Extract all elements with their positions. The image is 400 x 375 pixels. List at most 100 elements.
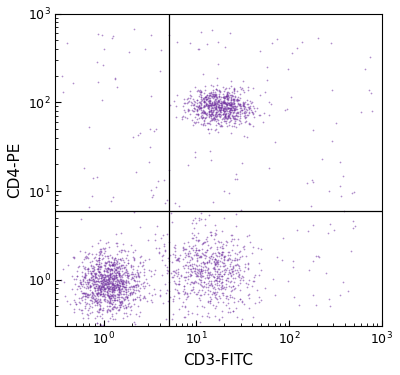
Point bbox=[105, 278, 112, 284]
Point bbox=[201, 90, 208, 96]
Point bbox=[90, 290, 97, 296]
Point bbox=[202, 289, 208, 295]
Point bbox=[231, 88, 238, 94]
Point bbox=[185, 292, 191, 298]
Point bbox=[156, 245, 163, 251]
Point bbox=[108, 292, 115, 298]
Point bbox=[97, 286, 103, 292]
Point bbox=[202, 111, 209, 117]
Point bbox=[201, 108, 208, 114]
Point bbox=[148, 93, 154, 99]
Point bbox=[216, 100, 223, 106]
Point bbox=[185, 276, 191, 282]
Point bbox=[108, 255, 115, 261]
Point bbox=[228, 100, 235, 106]
Point bbox=[102, 274, 108, 280]
Point bbox=[198, 279, 204, 285]
Point bbox=[207, 112, 213, 118]
Point bbox=[222, 112, 229, 118]
Point bbox=[176, 306, 183, 312]
Point bbox=[235, 262, 241, 268]
Point bbox=[95, 240, 102, 246]
Point bbox=[185, 273, 191, 279]
Point bbox=[115, 307, 121, 313]
Point bbox=[188, 287, 194, 293]
Point bbox=[229, 236, 235, 242]
Point bbox=[86, 259, 93, 265]
Point bbox=[212, 105, 219, 111]
Point bbox=[119, 277, 126, 283]
Point bbox=[232, 115, 238, 121]
Point bbox=[67, 301, 73, 307]
Point bbox=[114, 264, 120, 270]
Point bbox=[105, 280, 111, 286]
Point bbox=[183, 252, 189, 258]
Point bbox=[114, 286, 121, 292]
Point bbox=[110, 287, 116, 293]
Point bbox=[111, 266, 117, 272]
Point bbox=[258, 267, 264, 273]
Point bbox=[218, 251, 225, 257]
Point bbox=[90, 267, 96, 273]
Point bbox=[198, 263, 204, 269]
Point bbox=[97, 321, 104, 327]
Point bbox=[96, 273, 102, 279]
Point bbox=[73, 301, 80, 307]
Point bbox=[215, 98, 222, 104]
Point bbox=[213, 102, 220, 108]
Point bbox=[198, 29, 205, 35]
Point bbox=[106, 296, 113, 302]
Point bbox=[237, 105, 243, 111]
Point bbox=[241, 102, 248, 108]
Point bbox=[223, 267, 230, 273]
Point bbox=[121, 296, 127, 302]
Point bbox=[93, 274, 99, 280]
Point bbox=[250, 278, 257, 284]
Point bbox=[196, 271, 203, 277]
Point bbox=[234, 116, 240, 122]
Point bbox=[246, 278, 252, 284]
Point bbox=[245, 105, 252, 111]
Point bbox=[264, 77, 271, 83]
Point bbox=[220, 255, 227, 261]
Point bbox=[226, 112, 232, 118]
Point bbox=[197, 99, 204, 105]
Point bbox=[212, 116, 218, 122]
Point bbox=[223, 242, 230, 248]
Point bbox=[116, 264, 122, 270]
Point bbox=[204, 112, 210, 118]
Point bbox=[213, 106, 219, 112]
Point bbox=[113, 285, 119, 291]
Point bbox=[192, 154, 198, 160]
Point bbox=[89, 258, 95, 264]
Point bbox=[101, 291, 107, 297]
Point bbox=[240, 103, 247, 109]
Point bbox=[100, 291, 106, 297]
Point bbox=[217, 89, 223, 95]
Point bbox=[106, 275, 112, 281]
Point bbox=[257, 48, 264, 54]
Point bbox=[102, 279, 108, 285]
Point bbox=[221, 97, 227, 103]
Point bbox=[216, 274, 222, 280]
Point bbox=[197, 253, 204, 259]
Point bbox=[82, 293, 88, 299]
Point bbox=[202, 122, 208, 128]
Point bbox=[106, 298, 113, 304]
Point bbox=[214, 107, 221, 113]
Point bbox=[217, 105, 224, 111]
Point bbox=[218, 273, 224, 279]
Point bbox=[212, 105, 218, 111]
Point bbox=[209, 271, 216, 277]
Point bbox=[224, 102, 230, 108]
Point bbox=[78, 216, 84, 222]
Point bbox=[198, 94, 205, 100]
Point bbox=[213, 96, 220, 102]
Point bbox=[78, 288, 84, 294]
Point bbox=[224, 256, 231, 262]
Point bbox=[88, 297, 94, 303]
Point bbox=[305, 228, 311, 234]
Point bbox=[230, 279, 237, 285]
Point bbox=[246, 106, 253, 112]
Point bbox=[89, 295, 95, 301]
